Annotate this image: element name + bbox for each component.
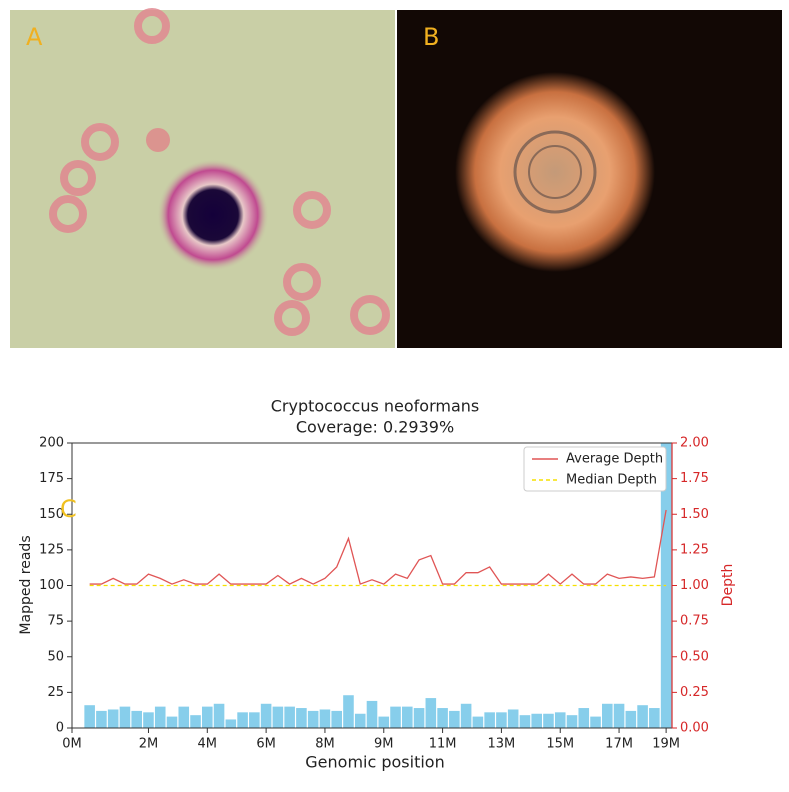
- x-tick-label: 9M: [374, 737, 394, 752]
- bar: [249, 712, 260, 728]
- y2-tick-label: 1.50: [680, 507, 709, 522]
- panel-label: C: [60, 495, 77, 523]
- bar: [649, 708, 660, 728]
- y-tick-label: 0: [56, 721, 64, 736]
- chart-subtitle: Coverage: 0.2939%: [296, 418, 454, 437]
- x-tick-label: 19M: [652, 737, 680, 752]
- bar: [319, 709, 331, 728]
- x-tick-label: 6M: [256, 737, 276, 752]
- bar: [84, 705, 95, 728]
- y-tick-label: 150: [39, 507, 64, 522]
- bar: [107, 709, 119, 728]
- y-axis-label: Mapped reads: [18, 535, 34, 634]
- x-tick-label: 4M: [198, 737, 218, 752]
- y-tick-label: 125: [39, 542, 64, 557]
- bar: [413, 708, 425, 728]
- x-tick-label: 13M: [488, 737, 516, 752]
- x-tick-label: 15M: [546, 737, 574, 752]
- legend-label: Median Depth: [566, 473, 657, 488]
- bar: [237, 712, 248, 728]
- y2-tick-label: 1.25: [680, 542, 709, 557]
- bar: [590, 716, 601, 728]
- y2-tick-label: 0.75: [680, 614, 709, 629]
- depth-line: [89, 509, 667, 585]
- y2-tick-label: 0.00: [680, 721, 709, 736]
- bar: [637, 705, 648, 728]
- x-tick-label: 17M: [605, 737, 633, 752]
- legend-label: Average Depth: [566, 452, 663, 467]
- y-tick-label: 200: [39, 436, 64, 451]
- x-tick-label: 2M: [139, 737, 159, 752]
- photo-a: [10, 8, 395, 348]
- x-axis-label: Genomic position: [305, 753, 444, 772]
- bar: [178, 706, 190, 728]
- y-tick-label: 25: [47, 685, 64, 700]
- y2-tick-label: 1.00: [680, 578, 709, 593]
- panel-label: A: [26, 23, 43, 51]
- bar: [166, 716, 178, 728]
- plot: 0 25 50 75 100 125 150 175 200 0.00 0.25 0.50 0.75 1.…: [39, 436, 709, 752]
- bar: [343, 695, 354, 728]
- x-tick-label: 11M: [429, 737, 457, 752]
- bar: [507, 709, 519, 728]
- bar: [519, 715, 531, 728]
- y-tick-label: 100: [39, 578, 64, 593]
- bar: [602, 703, 613, 728]
- legend-box: [523, 446, 667, 492]
- y2-tick-label: 2.00: [680, 436, 709, 451]
- bar: [202, 706, 213, 728]
- bar: [131, 710, 142, 728]
- y-tick-label: 75: [47, 614, 64, 629]
- bar: [625, 710, 637, 728]
- panel-label: B: [423, 23, 439, 51]
- bar: [225, 719, 237, 728]
- y-tick-label: 175: [39, 471, 64, 486]
- bar: [578, 708, 590, 728]
- y2-axis-label: Depth: [720, 564, 736, 607]
- bar: [531, 713, 542, 728]
- bar: [354, 713, 366, 728]
- bar: [449, 710, 460, 728]
- bar: [307, 710, 319, 728]
- bar: [613, 703, 625, 728]
- bar: [472, 716, 484, 728]
- bar: [143, 712, 154, 728]
- bar: [331, 710, 342, 728]
- bar: [366, 700, 378, 728]
- photo-b: [397, 10, 782, 348]
- bar: [496, 712, 507, 728]
- bar: [213, 703, 225, 728]
- x-tick-label: 0M: [62, 737, 82, 752]
- x-tick-label: 8M: [315, 737, 335, 752]
- bar: [119, 706, 131, 728]
- bar: [378, 716, 390, 728]
- bar: [566, 715, 578, 728]
- bar: [296, 708, 307, 728]
- y2-tick-label: 1.75: [680, 471, 709, 486]
- y2-tick-label: 0.25: [680, 685, 709, 700]
- bar: [390, 706, 401, 728]
- y2-tick-label: 0.50: [680, 649, 709, 664]
- bar: [154, 706, 166, 728]
- chart-title: Cryptococcus neoformans: [271, 397, 480, 416]
- bar: [402, 706, 413, 728]
- bar: [260, 703, 272, 728]
- bar: [543, 713, 554, 728]
- bar: [272, 706, 284, 728]
- bar: [96, 710, 107, 728]
- bar: [484, 712, 495, 728]
- bar: [425, 698, 437, 728]
- bar: [460, 703, 472, 728]
- bar: [554, 712, 566, 728]
- bar: [284, 706, 295, 728]
- bar: [190, 715, 201, 728]
- bar: [437, 708, 448, 728]
- y-tick-label: 50: [47, 649, 64, 664]
